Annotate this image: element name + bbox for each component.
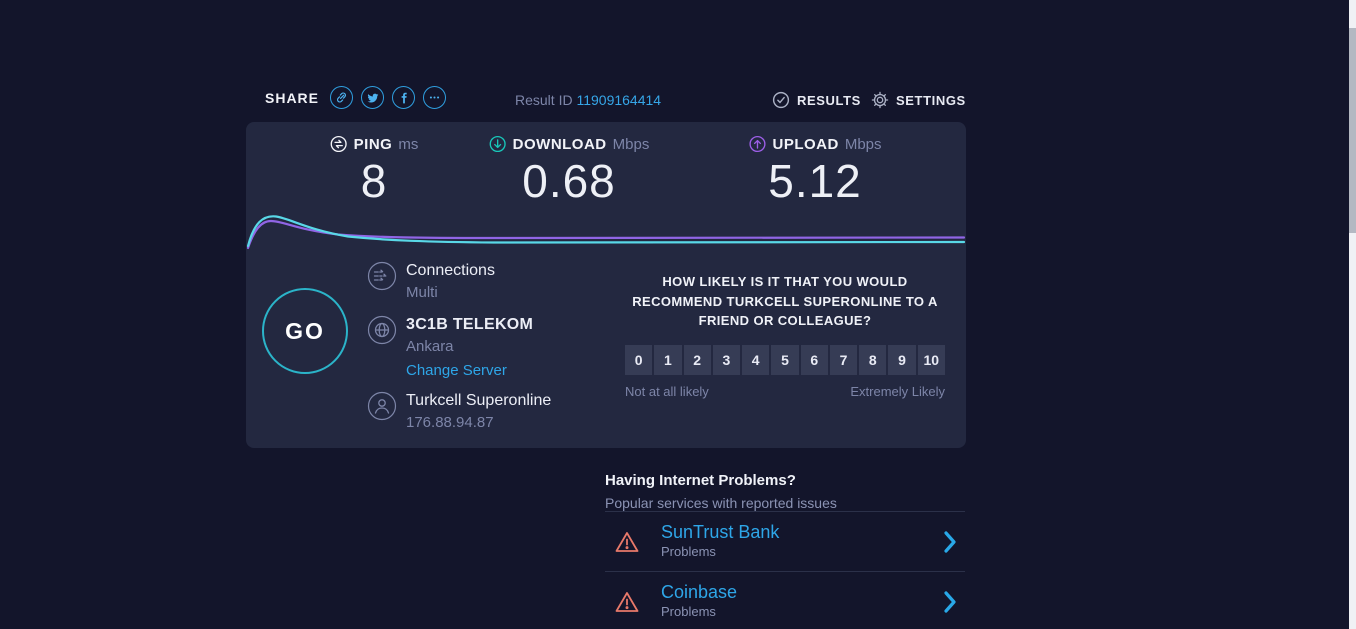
service-row-suntrust[interactable]: SunTrust Bank Problems xyxy=(605,511,965,571)
check-circle-icon xyxy=(772,91,790,109)
connections-icon xyxy=(367,261,397,291)
rating-button-8[interactable]: 8 xyxy=(859,344,887,375)
chevron-right-icon[interactable] xyxy=(943,590,957,614)
service-name[interactable]: SunTrust Bank xyxy=(661,522,780,542)
recommend-survey: HOW LIKELY IS IT THAT YOU WOULD RECOMMEN… xyxy=(615,272,955,399)
download-label: DOWNLOAD xyxy=(512,135,607,153)
scale-low-label: Not at all likely xyxy=(625,383,709,399)
server-row: 3C1B TELEKOM Ankara Change Server xyxy=(367,315,533,382)
warning-icon xyxy=(615,531,639,552)
upload-icon xyxy=(749,135,766,153)
internet-problems-section: Having Internet Problems? Popular servic… xyxy=(605,472,965,629)
download-metric: DOWNLOAD Mbps 0.68 xyxy=(489,135,650,207)
upload-label: UPLOAD xyxy=(772,135,839,153)
scale-high-label: Extremely Likely xyxy=(850,383,945,399)
download-value: 0.68 xyxy=(522,155,616,207)
isp-row: Turkcell Superonline 176.88.94.87 xyxy=(367,391,551,435)
gear-icon xyxy=(871,91,889,109)
more-icon xyxy=(429,96,440,99)
service-status: Problems xyxy=(661,604,716,619)
service-name[interactable]: Coinbase xyxy=(661,582,738,602)
share-more-button[interactable] xyxy=(423,86,447,109)
problems-title: Having Internet Problems? xyxy=(605,472,796,489)
connections-value: Multi xyxy=(406,284,438,301)
ping-unit: ms xyxy=(398,135,419,153)
rating-button-6[interactable]: 6 xyxy=(800,344,828,375)
results-button[interactable]: RESULTS xyxy=(772,91,861,109)
upload-value: 5.12 xyxy=(768,155,862,207)
problems-subtitle: Popular services with reported issues xyxy=(605,495,837,511)
server-location: Ankara xyxy=(406,338,454,355)
rating-button-2[interactable]: 2 xyxy=(683,344,711,375)
rating-button-4[interactable]: 4 xyxy=(742,344,770,375)
ping-label: PING xyxy=(353,135,393,153)
service-row-coinbase[interactable]: Coinbase Problems xyxy=(605,571,965,629)
result-id-label: Result ID xyxy=(515,92,573,108)
upload-line xyxy=(246,219,966,250)
settings-label: SETTINGS xyxy=(896,92,966,108)
rating-button-0[interactable]: 0 xyxy=(625,344,653,375)
speed-graph xyxy=(246,215,966,250)
upload-metric: UPLOAD Mbps 5.12 xyxy=(748,135,882,207)
share-label: SHARE xyxy=(265,89,320,106)
change-server-link[interactable]: Change Server xyxy=(406,362,507,379)
settings-button[interactable]: SETTINGS xyxy=(871,91,966,109)
warning-icon xyxy=(615,591,639,612)
rating-button-7[interactable]: 7 xyxy=(829,344,858,375)
link-icon xyxy=(337,92,346,103)
connections-row: Connections Multi xyxy=(367,261,495,305)
share-link-button[interactable] xyxy=(330,86,354,109)
rating-button-3[interactable]: 3 xyxy=(712,344,741,375)
scrollbar-thumb[interactable] xyxy=(1349,28,1356,233)
upload-unit: Mbps xyxy=(844,135,882,153)
facebook-icon xyxy=(401,92,407,103)
result-card: PING ms 8 DOWNLOAD Mbps 0.68 xyxy=(246,122,966,448)
user-icon xyxy=(367,391,397,421)
share-facebook-button[interactable] xyxy=(392,86,416,109)
survey-question: HOW LIKELY IS IT THAT YOU WOULD RECOMMEN… xyxy=(632,274,938,328)
rating-button-5[interactable]: 5 xyxy=(771,344,799,375)
go-button[interactable]: GO xyxy=(262,288,348,374)
ip-address: 176.88.94.87 xyxy=(406,414,494,431)
connections-label: Connections xyxy=(406,262,495,279)
share-group: SHARE xyxy=(265,86,447,109)
service-status: Problems xyxy=(661,544,716,559)
result-id-value[interactable]: 11909164414 xyxy=(576,92,662,108)
rating-button-10[interactable]: 10 xyxy=(917,344,945,375)
rating-scale: 0 1 2 3 4 5 6 7 8 9 10 xyxy=(615,344,955,375)
result-id: Result ID 11909164414 xyxy=(515,92,661,108)
server-name: 3C1B TELEKOM xyxy=(406,316,534,333)
globe-icon xyxy=(367,315,397,345)
ping-value: 8 xyxy=(360,155,388,207)
download-line xyxy=(246,215,966,248)
isp-name: Turkcell Superonline xyxy=(406,392,552,409)
ping-metric: PING ms 8 xyxy=(330,135,419,207)
ping-icon xyxy=(330,135,347,153)
twitter-icon xyxy=(367,93,378,103)
scrollbar-track[interactable] xyxy=(1349,0,1356,629)
go-label: GO xyxy=(285,317,325,344)
results-label: RESULTS xyxy=(797,92,861,108)
share-twitter-button[interactable] xyxy=(361,86,385,109)
rating-button-9[interactable]: 9 xyxy=(888,344,916,375)
chevron-right-icon[interactable] xyxy=(943,530,957,554)
download-unit: Mbps xyxy=(612,135,650,153)
rating-button-1[interactable]: 1 xyxy=(654,344,682,375)
download-icon xyxy=(489,135,506,153)
